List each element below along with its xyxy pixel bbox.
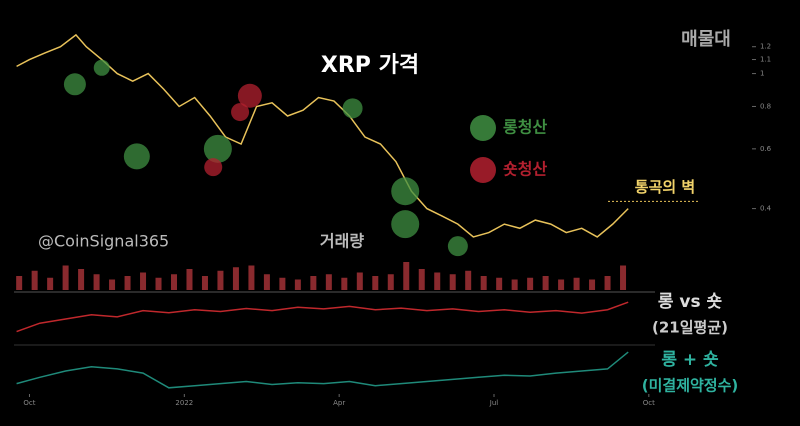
volume-bar [16,276,23,290]
volume-bar [201,276,208,290]
bubble [63,73,86,96]
bubble [93,59,110,76]
x-tick-label: 2022 [175,399,193,407]
volume-bar [294,279,301,290]
volume-bar [449,274,456,290]
y-tick-label: 1.2 [760,43,771,51]
volume-bar [78,269,85,290]
oi-subtitle: (미결제약정수) [642,377,739,395]
volume-bar [434,272,441,290]
watermark: @CoinSignal365 [38,232,169,251]
legend-swatch [470,157,496,183]
ratio-subtitle: (21일평균) [652,319,728,337]
y-tick-label: 1.1 [760,56,771,64]
volume-bar [325,274,332,290]
bubble [342,98,363,119]
volume-bar [31,270,38,290]
volume-title: 거래량 [320,232,364,251]
ratio-title: 롱 vs 숏 [658,292,723,312]
legend-swatch [470,115,496,141]
volume-bar [186,269,193,290]
volume-bar [372,276,379,290]
volume-bar [248,265,255,290]
bubble [447,236,468,257]
volume-bar [310,276,317,290]
volume-bar [217,270,224,290]
line [16,351,629,389]
volume-bar [356,272,363,290]
bubble [391,177,420,206]
volume-bar [542,276,549,290]
volume-bar [604,276,611,290]
volume-bar [387,274,394,290]
y-tick-label: 1 [760,70,764,78]
volume-bar [511,279,518,290]
bubble [231,103,250,122]
volume-bar [403,262,410,290]
bubble [204,158,223,177]
volume-bar [232,267,239,290]
title: XRP 가격 [321,53,419,78]
volume-bar [140,272,147,290]
legend-label: 롱청산 [503,118,547,137]
bubble [237,83,262,108]
volume-bar [480,276,487,290]
bubble [203,134,232,163]
volume-bar [171,274,177,290]
wall-label: 통곡의 벽 [635,178,695,196]
annotation: 매물대 [681,29,731,50]
volume-bar [527,277,534,290]
y-tick-label: 0.4 [760,205,772,213]
bubble [391,210,420,239]
volume-bar [263,274,270,290]
x-tick-label: Jul [489,399,499,407]
volume-bar [418,269,425,290]
line [16,33,629,238]
volume-bar [573,277,580,290]
x-tick-label: Oct [23,399,35,407]
volume-bar [124,276,131,290]
x-tick-label: Apr [333,399,345,407]
volume-bar [47,277,54,290]
y-tick-label: 0.8 [760,102,771,110]
volume-bar [620,265,627,290]
volume-bar [465,270,472,290]
oi-title: 롱 + 숏 [661,350,719,370]
volume-bar [496,277,503,290]
legend-label: 숏청산 [503,160,547,179]
volume-bar [109,279,116,290]
volume-bar [62,265,69,290]
line [16,301,629,333]
x-tick-label: Oct [643,399,655,407]
bubble [123,143,150,170]
y-tick-label: 0.6 [760,145,772,153]
volume-bar [279,277,286,290]
volume-bar [341,277,348,290]
volume-bar [589,279,596,290]
volume-bar [155,277,162,290]
volume-bar [558,279,565,290]
volume-bar [93,274,100,290]
